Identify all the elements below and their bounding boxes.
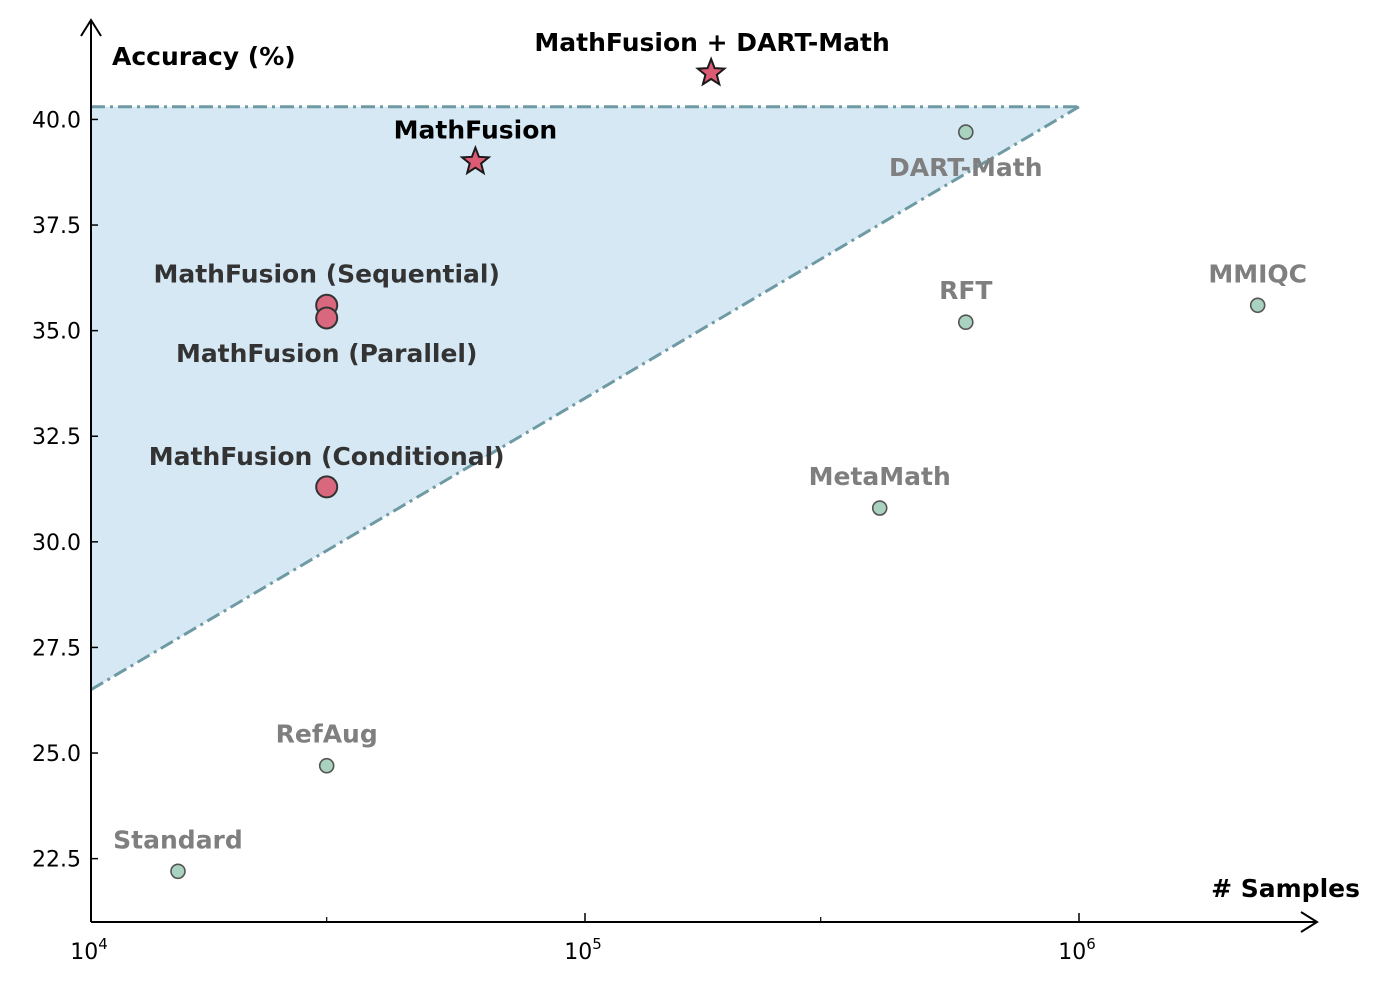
x-axis-label: # Samples bbox=[1211, 874, 1360, 903]
point-mathfusion-parallel bbox=[315, 306, 339, 330]
point-mathfusion-conditional bbox=[315, 475, 339, 499]
x-tick-label: 106 bbox=[1058, 935, 1096, 965]
x-tick-label: 104 bbox=[70, 935, 108, 965]
y-tick-label: 27.5 bbox=[32, 636, 81, 661]
y-axis-arrow bbox=[80, 18, 102, 37]
label-mathfusion: MathFusion bbox=[394, 116, 558, 145]
point-dart-math bbox=[958, 124, 974, 140]
tick-labels: 22.5 25.0 27.5 30.0 32.5 35.0 37.5 40.0 104 105 10… bbox=[32, 108, 1096, 965]
label-rft: RFT bbox=[939, 276, 992, 305]
y-tick-label: 22.5 bbox=[32, 848, 81, 873]
point-metamath bbox=[871, 500, 888, 516]
label-mathfusion-conditional: MathFusion (Conditional) bbox=[149, 442, 505, 471]
label-dart-math: DART-Math bbox=[889, 153, 1042, 182]
y-tick-label: 37.5 bbox=[32, 214, 81, 239]
y-tick-label: 40.0 bbox=[32, 108, 81, 133]
data-points bbox=[170, 56, 1266, 880]
point-mathfusion bbox=[459, 144, 492, 176]
shaded-region bbox=[90, 105, 1080, 691]
label-metamath: MetaMath bbox=[809, 462, 951, 491]
label-mmiqc: MMIQC bbox=[1208, 259, 1307, 288]
point-standard bbox=[170, 863, 186, 880]
y-tick-label: 32.5 bbox=[32, 425, 81, 450]
label-standard: Standard bbox=[113, 825, 243, 854]
point-refaug bbox=[318, 757, 335, 774]
y-tick-label: 35.0 bbox=[32, 320, 81, 345]
y-tick-label: 30.0 bbox=[32, 531, 81, 556]
label-mathfusion-dart-math: MathFusion + DART-Math bbox=[534, 28, 889, 57]
label-mathfusion-parallel: MathFusion (Parallel) bbox=[176, 339, 478, 368]
y-axis-label: Accuracy (%) bbox=[112, 42, 296, 71]
y-tick-label: 25.0 bbox=[32, 742, 81, 767]
point-mmiqc bbox=[1249, 297, 1266, 314]
axes bbox=[80, 18, 1319, 933]
data-labels: Standard RefAug MetaMath RFT DART-Math MMIQC M… bbox=[113, 28, 1307, 854]
diagonal-boundary-line bbox=[90, 105, 1080, 691]
label-refaug: RefAug bbox=[276, 720, 378, 749]
label-mathfusion-sequential: MathFusion (Sequential) bbox=[153, 259, 499, 288]
x-tick-label: 105 bbox=[564, 935, 602, 965]
point-mathfusion-dart-math bbox=[695, 56, 728, 87]
x-axis-arrow bbox=[1300, 911, 1319, 933]
point-rft bbox=[958, 314, 974, 330]
